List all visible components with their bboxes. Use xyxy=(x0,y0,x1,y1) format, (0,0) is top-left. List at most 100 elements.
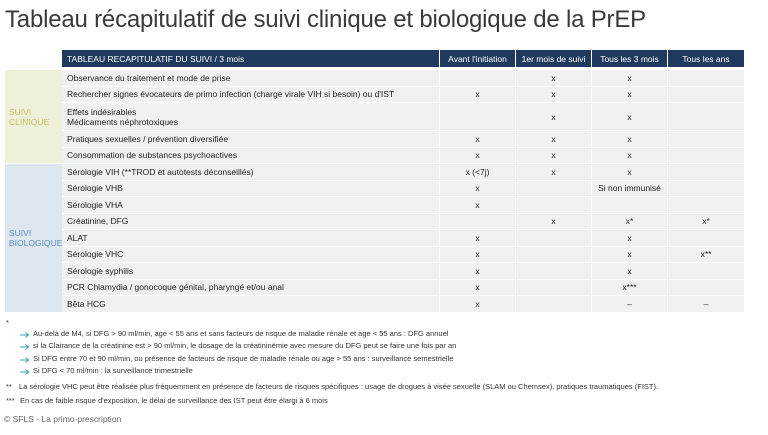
table-cell: x** xyxy=(668,246,745,263)
cell-text: x xyxy=(551,111,556,122)
cell-text: x xyxy=(551,166,556,177)
table-cell xyxy=(516,296,592,313)
row-label: PCR Chlamydia / gonocoque génital, phary… xyxy=(62,279,440,296)
note-mark: ** xyxy=(6,382,12,392)
table-cell: x (<7j) xyxy=(440,164,516,181)
cell-text: x* xyxy=(625,216,634,227)
table-cell xyxy=(440,103,516,131)
row-label-line: Sérologie VIH (**TROD et autotests décon… xyxy=(67,166,254,177)
table-cell: x xyxy=(592,131,668,148)
note-mark: *** xyxy=(6,396,15,406)
header-cell: Avant l'initiation xyxy=(440,50,516,67)
cell-text: x xyxy=(627,249,632,260)
header-cell: 1er mois de suivi xyxy=(516,50,592,67)
group-label-line: BIOLOGIQUE xyxy=(9,237,63,248)
cell-text: x xyxy=(475,282,480,293)
cell-text: x xyxy=(475,298,480,309)
table-cell xyxy=(516,230,592,247)
table-cell: x xyxy=(592,147,668,164)
table-cell: Si non immunisé xyxy=(592,180,668,197)
cell-text: x xyxy=(475,265,480,276)
row-label: Sérologie VIH (**TROD et autotests décon… xyxy=(62,164,440,181)
table-cell: x xyxy=(440,263,516,280)
cell-text: x xyxy=(627,166,632,177)
table-cell xyxy=(668,86,745,103)
arrow-icon xyxy=(20,332,30,338)
row-label-line: Sérologie syphilis xyxy=(67,265,134,276)
table-cell xyxy=(668,70,745,87)
title: Tableau récapitulatif de suivi clinique … xyxy=(5,6,646,33)
table-cell: x xyxy=(440,131,516,148)
table-cell xyxy=(668,230,745,247)
row-label: ALAT xyxy=(62,230,440,247)
row-label: Sérologie VHA xyxy=(62,197,440,214)
header-cell: Tous les 3 mois xyxy=(592,50,668,67)
table-cell: x xyxy=(440,230,516,247)
row-label-line: Observance du traitement et mode de pris… xyxy=(67,72,231,83)
table-cell: x xyxy=(440,86,516,103)
arrow-icon xyxy=(20,369,30,375)
cell-text: x xyxy=(627,89,632,100)
table-cell: x xyxy=(440,296,516,313)
cell-text: x xyxy=(475,150,480,161)
table-cell: x*** xyxy=(592,279,668,296)
row-label: Sérologie VHB xyxy=(62,180,440,197)
table-cell: x xyxy=(516,131,592,148)
note-item: si la Clairance de la créatinine est > 9… xyxy=(33,341,457,351)
cell-text: x xyxy=(475,89,480,100)
cell-text: x xyxy=(627,72,632,83)
cell-text: – xyxy=(703,298,709,309)
cell-text: x xyxy=(551,150,556,161)
note-text: La sérologie VHC peut être réalisée plus… xyxy=(19,382,659,392)
row-label: Effets indésirables Médicaments néphrotox… xyxy=(62,103,440,131)
table-cell xyxy=(668,180,745,197)
table-cell xyxy=(668,131,745,148)
table-cell xyxy=(668,279,745,296)
cell-text: x xyxy=(551,89,556,100)
table-cell: x xyxy=(592,164,668,181)
note-item: Au-delà de M4, si DFG > 90 ml/min, age <… xyxy=(33,329,449,338)
table-cell: x* xyxy=(668,213,745,230)
table-cell: x xyxy=(440,147,516,164)
arrow-icon xyxy=(20,344,30,351)
group-label: SUIVI BIOLOGIQUE xyxy=(5,164,62,313)
note-mark: * xyxy=(6,318,9,327)
table-cell xyxy=(668,164,745,181)
cell-text: Si non immunisé xyxy=(598,183,661,194)
note-item: Si DFG entre 70 et 90 ml/min, ou présenc… xyxy=(33,353,454,363)
row-label: Pratiques sexuelles / prévention diversi… xyxy=(62,131,440,148)
table-cell: – xyxy=(668,296,745,313)
table-cell xyxy=(668,147,745,164)
table-cell xyxy=(516,263,592,280)
table-cell: x xyxy=(592,86,668,103)
cell-text: x xyxy=(551,72,556,83)
group-label: SUIVI CLINIQUE xyxy=(5,70,62,164)
row-label: Bêta HCG xyxy=(62,296,440,313)
header-cell: Tous les ans xyxy=(668,50,745,67)
cell-text: x xyxy=(551,216,556,227)
header-cell: TABLEAU RECAPITULATIF DU SUIVI / 3 mois xyxy=(62,50,440,67)
table-cell: x xyxy=(516,86,592,103)
table-cell: x xyxy=(440,279,516,296)
footer: © SFLS - La primo-prescription xyxy=(4,414,122,424)
row-label: Sérologie VHC xyxy=(62,246,440,263)
group-label-line: SUIVI xyxy=(9,227,32,238)
cell-text: x xyxy=(627,265,632,276)
table-cell: x* xyxy=(592,213,668,230)
table-cell xyxy=(668,197,745,214)
row-label: Consommation de substances psychoactives xyxy=(62,147,440,164)
table-cell xyxy=(516,279,592,296)
table-cell: x xyxy=(592,263,668,280)
row-label-line: Sérologie VHA xyxy=(67,199,123,210)
cell-text: x xyxy=(475,133,480,144)
row-label-line: Pratiques sexuelles / prévention diversi… xyxy=(67,133,229,144)
row-label-line: Consommation de substances psychoactives xyxy=(67,150,238,161)
table-cell xyxy=(440,213,516,230)
table-cell: – xyxy=(592,296,668,313)
cell-text: – xyxy=(627,298,632,309)
table-cell: x xyxy=(592,70,668,87)
note-text: En cas de faible risque d'exposition, le… xyxy=(20,396,328,406)
group-label-line: CLINIQUE xyxy=(9,116,50,127)
group-label-line: SUIVI xyxy=(9,106,32,117)
